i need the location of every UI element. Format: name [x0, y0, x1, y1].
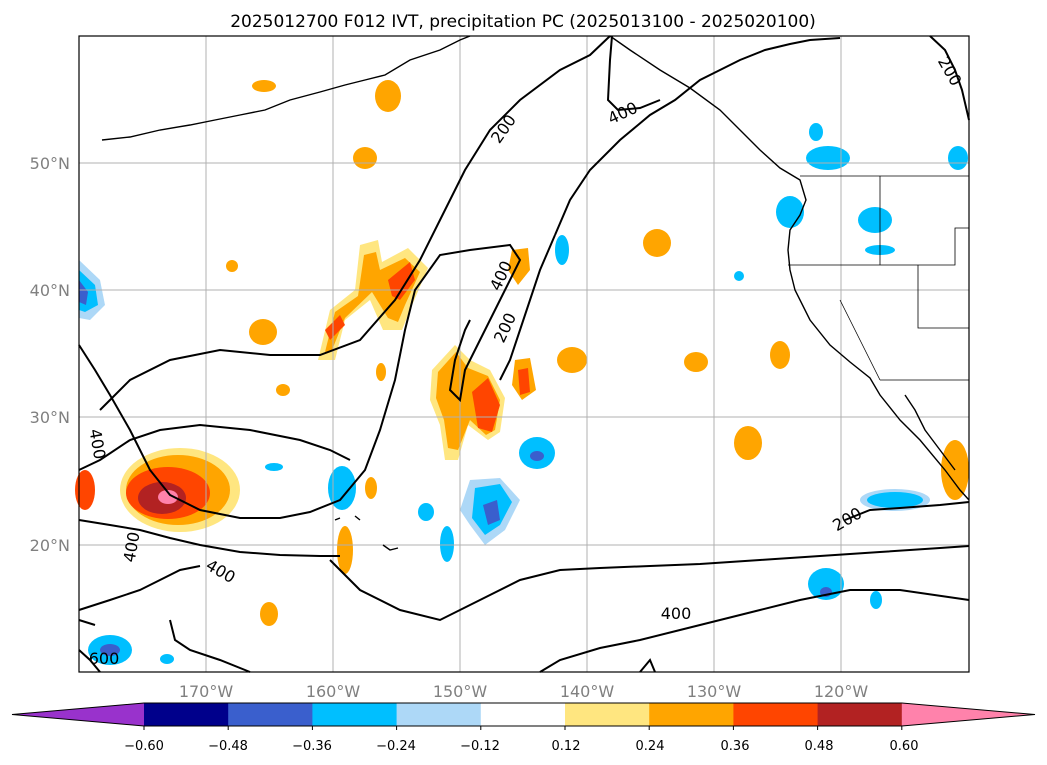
colorbar-extend-max	[901, 703, 1035, 726]
ivt-contours	[78, 35, 970, 673]
colorbar-tick-label: −0.24	[376, 739, 416, 754]
coastlines	[101, 35, 970, 551]
colorbar-tick-label: 0.60	[890, 739, 919, 754]
y-tick-label: 50°N	[30, 154, 70, 173]
colorbar-tick-label: −0.60	[124, 739, 164, 754]
x-axis-labels: 170°W 160°W 150°W 140°W 130°W 120°W	[179, 682, 869, 701]
map-background	[79, 36, 969, 672]
x-tick-label: 170°W	[179, 682, 234, 701]
contour-label: 600	[89, 649, 120, 668]
map-panel: 200 400 200 400 200 400 400 400 200 400 …	[75, 35, 970, 673]
colorbar-segment	[733, 703, 819, 726]
colorbar-segment	[480, 703, 566, 726]
x-tick-label: 150°W	[433, 682, 488, 701]
map-frame	[78, 35, 970, 673]
colorbar-segment	[396, 703, 482, 726]
colorbar-tick-label: −0.12	[460, 739, 500, 754]
colorbar-tick-label: 0.36	[721, 739, 750, 754]
colorbar-segment	[649, 703, 734, 726]
colorbar-tick-label: −0.48	[208, 739, 248, 754]
y-axis-labels: 50°N 40°N 30°N 20°N	[30, 154, 70, 555]
colorbar-segment	[565, 703, 650, 726]
colorbar-tick-labels: −0.60 −0.48 −0.36 −0.24 −0.12 0.12 0.24 …	[124, 739, 918, 754]
colorbar-extend-min	[12, 703, 144, 726]
colorbar-tick-label: 0.48	[805, 739, 834, 754]
contour-label: 400	[661, 604, 692, 623]
colorbar-tick-label: 0.12	[552, 739, 581, 754]
colorbar-segment	[144, 703, 229, 726]
x-tick-label: 130°W	[687, 682, 742, 701]
y-tick-label: 30°N	[30, 408, 70, 427]
y-tick-label: 20°N	[30, 536, 70, 555]
colorbar-segment	[817, 703, 903, 726]
figure-title: 2025012700 F012 IVT, precipitation PC (2…	[230, 12, 816, 32]
gridlines	[79, 36, 969, 672]
x-tick-label: 120°W	[814, 682, 869, 701]
colorbar-tick-label: −0.36	[292, 739, 332, 754]
colorbar-tick-label: 0.24	[636, 739, 665, 754]
x-tick-label: 160°W	[306, 682, 361, 701]
x-tick-label: 140°W	[560, 682, 615, 701]
colorbar-segment	[228, 703, 313, 726]
y-tick-label: 40°N	[30, 281, 70, 300]
colorbar-segment	[312, 703, 398, 726]
colorbar	[11, 702, 1036, 730]
